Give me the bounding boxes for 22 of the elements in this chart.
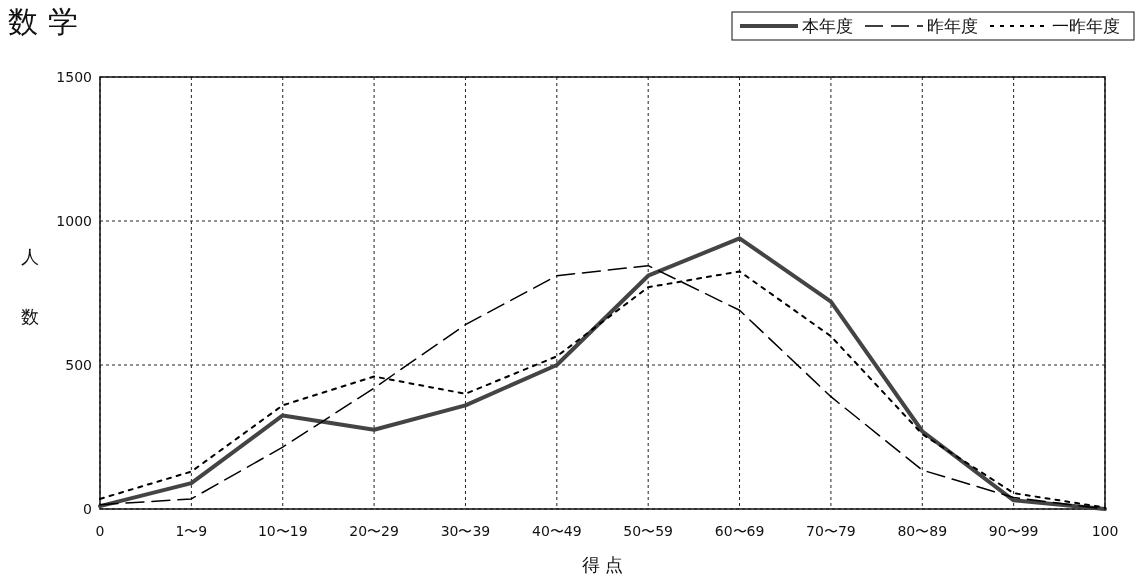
x-tick-label: 20〜29	[349, 523, 399, 539]
x-tick-label: 10〜19	[257, 523, 308, 539]
y-tick-label: 1500	[56, 69, 92, 85]
x-tick-label: 90〜99	[988, 523, 1039, 539]
y-tick-label: 1000	[56, 213, 92, 229]
x-tick-label: 0	[95, 523, 105, 539]
legend-label: 昨年度	[927, 16, 978, 36]
x-tick-label: 100	[1091, 523, 1119, 539]
x-tick-label: 50〜59	[623, 523, 673, 539]
x-tick-label: 60〜69	[714, 523, 765, 539]
y-tick-label: 0	[83, 501, 92, 517]
x-axis-title: 得 点	[581, 554, 624, 575]
chart-title: 数 学	[8, 4, 78, 39]
x-tick-label: 80〜89	[897, 523, 948, 539]
legend-label: 本年度	[802, 16, 853, 36]
x-tick-label: 1〜9	[175, 523, 208, 539]
x-tick-label: 70〜79	[806, 523, 856, 539]
y-tick-label: 500	[65, 357, 92, 373]
x-tick-label: 30〜39	[440, 523, 491, 539]
x-tick-label: 40〜49	[532, 523, 582, 539]
legend-label: 一昨年度	[1052, 16, 1120, 36]
text: 人数	[21, 246, 39, 327]
